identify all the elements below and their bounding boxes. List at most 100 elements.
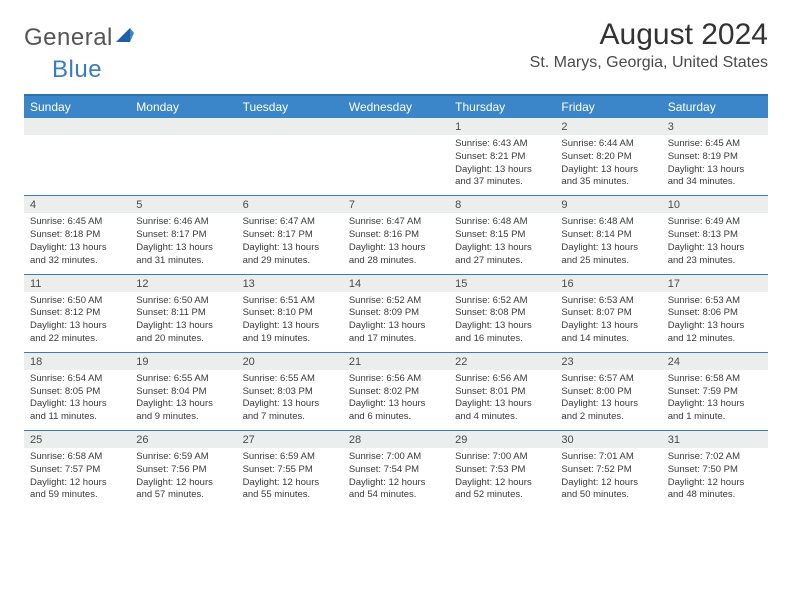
week-row: 45678910Sunrise: 6:45 AMSunset: 8:18 PMD… bbox=[24, 196, 768, 274]
day-line: and 32 minutes. bbox=[30, 255, 124, 268]
day-header-cell: Wednesday bbox=[343, 96, 449, 118]
day-line: and 59 minutes. bbox=[30, 489, 124, 502]
day-line: Daylight: 12 hours bbox=[349, 477, 443, 490]
day-line: and 9 minutes. bbox=[136, 411, 230, 424]
day-line: Daylight: 13 hours bbox=[668, 398, 762, 411]
day-line: Sunrise: 6:56 AM bbox=[455, 373, 549, 386]
day-body: Sunrise: 6:53 AMSunset: 8:06 PMDaylight:… bbox=[662, 292, 768, 352]
day-body: Sunrise: 7:00 AMSunset: 7:54 PMDaylight:… bbox=[343, 448, 449, 508]
day-line: and 37 minutes. bbox=[455, 176, 549, 189]
day-line: Sunset: 8:02 PM bbox=[349, 386, 443, 399]
day-body: Sunrise: 6:54 AMSunset: 8:05 PMDaylight:… bbox=[24, 370, 130, 430]
day-line: Sunrise: 6:59 AM bbox=[243, 451, 337, 464]
day-line: and 50 minutes. bbox=[561, 489, 655, 502]
day-number: 26 bbox=[130, 431, 236, 448]
day-line: Daylight: 12 hours bbox=[668, 477, 762, 490]
day-line: Daylight: 13 hours bbox=[561, 242, 655, 255]
week-row: 25262728293031Sunrise: 6:58 AMSunset: 7:… bbox=[24, 431, 768, 508]
day-line: Sunset: 8:14 PM bbox=[561, 229, 655, 242]
day-line: Daylight: 13 hours bbox=[243, 242, 337, 255]
day-line: Sunrise: 6:53 AM bbox=[561, 295, 655, 308]
day-line: Sunrise: 7:01 AM bbox=[561, 451, 655, 464]
day-body: Sunrise: 6:51 AMSunset: 8:10 PMDaylight:… bbox=[237, 292, 343, 352]
day-line: and 28 minutes. bbox=[349, 255, 443, 268]
day-header-cell: Monday bbox=[130, 96, 236, 118]
day-body: Sunrise: 7:00 AMSunset: 7:53 PMDaylight:… bbox=[449, 448, 555, 508]
day-body: Sunrise: 6:43 AMSunset: 8:21 PMDaylight:… bbox=[449, 135, 555, 195]
day-line: Sunset: 8:16 PM bbox=[349, 229, 443, 242]
day-line: Sunrise: 7:00 AM bbox=[455, 451, 549, 464]
day-line: Daylight: 13 hours bbox=[30, 398, 124, 411]
day-line: Sunrise: 6:55 AM bbox=[243, 373, 337, 386]
day-line: Sunrise: 6:48 AM bbox=[561, 216, 655, 229]
logo-flag-icon bbox=[115, 27, 135, 50]
day-number: 10 bbox=[662, 196, 768, 213]
day-body: Sunrise: 6:45 AMSunset: 8:18 PMDaylight:… bbox=[24, 213, 130, 273]
day-line: Sunset: 7:59 PM bbox=[668, 386, 762, 399]
day-body bbox=[24, 135, 130, 195]
day-body: Sunrise: 6:47 AMSunset: 8:16 PMDaylight:… bbox=[343, 213, 449, 273]
day-body: Sunrise: 6:55 AMSunset: 8:03 PMDaylight:… bbox=[237, 370, 343, 430]
day-line: Daylight: 13 hours bbox=[349, 320, 443, 333]
day-line: and 6 minutes. bbox=[349, 411, 443, 424]
day-line: Sunrise: 6:54 AM bbox=[30, 373, 124, 386]
day-body: Sunrise: 6:48 AMSunset: 8:15 PMDaylight:… bbox=[449, 213, 555, 273]
day-body: Sunrise: 6:56 AMSunset: 8:02 PMDaylight:… bbox=[343, 370, 449, 430]
week-row: 18192021222324Sunrise: 6:54 AMSunset: 8:… bbox=[24, 353, 768, 431]
day-number bbox=[24, 118, 130, 135]
day-line: and 31 minutes. bbox=[136, 255, 230, 268]
day-line: Daylight: 13 hours bbox=[668, 320, 762, 333]
week-row: 11121314151617Sunrise: 6:50 AMSunset: 8:… bbox=[24, 275, 768, 353]
day-body bbox=[343, 135, 449, 195]
day-body: Sunrise: 6:45 AMSunset: 8:19 PMDaylight:… bbox=[662, 135, 768, 195]
logo-text-2: Blue bbox=[52, 56, 102, 83]
day-number: 12 bbox=[130, 275, 236, 292]
day-line: Sunrise: 6:55 AM bbox=[136, 373, 230, 386]
day-header-cell: Friday bbox=[555, 96, 661, 118]
day-line: Sunset: 8:17 PM bbox=[136, 229, 230, 242]
day-line: Daylight: 13 hours bbox=[455, 164, 549, 177]
day-line: and 2 minutes. bbox=[561, 411, 655, 424]
day-number: 13 bbox=[237, 275, 343, 292]
day-line: and 16 minutes. bbox=[455, 333, 549, 346]
day-number: 8 bbox=[449, 196, 555, 213]
day-line: Sunset: 8:18 PM bbox=[30, 229, 124, 242]
day-line: Daylight: 13 hours bbox=[349, 398, 443, 411]
day-line: Sunset: 7:50 PM bbox=[668, 464, 762, 477]
day-line: Sunrise: 6:45 AM bbox=[30, 216, 124, 229]
day-body: Sunrise: 6:53 AMSunset: 8:07 PMDaylight:… bbox=[555, 292, 661, 352]
day-line: and 17 minutes. bbox=[349, 333, 443, 346]
day-line: Sunset: 7:57 PM bbox=[30, 464, 124, 477]
day-number: 21 bbox=[343, 353, 449, 370]
day-line: Sunset: 8:19 PM bbox=[668, 151, 762, 164]
day-line: Sunrise: 6:53 AM bbox=[668, 295, 762, 308]
day-line: and 11 minutes. bbox=[30, 411, 124, 424]
day-number: 20 bbox=[237, 353, 343, 370]
day-line: Sunrise: 6:52 AM bbox=[455, 295, 549, 308]
day-number bbox=[237, 118, 343, 135]
day-line: and 48 minutes. bbox=[668, 489, 762, 502]
day-number: 9 bbox=[555, 196, 661, 213]
day-line: Daylight: 13 hours bbox=[668, 242, 762, 255]
day-number: 23 bbox=[555, 353, 661, 370]
day-line: Sunset: 8:01 PM bbox=[455, 386, 549, 399]
day-line: and 52 minutes. bbox=[455, 489, 549, 502]
day-header-cell: Thursday bbox=[449, 96, 555, 118]
day-line: Daylight: 13 hours bbox=[30, 320, 124, 333]
day-line: Daylight: 13 hours bbox=[136, 242, 230, 255]
day-line: Sunrise: 7:00 AM bbox=[349, 451, 443, 464]
day-number: 24 bbox=[662, 353, 768, 370]
day-line: Daylight: 13 hours bbox=[30, 242, 124, 255]
logo: General bbox=[24, 18, 136, 52]
day-body: Sunrise: 6:50 AMSunset: 8:11 PMDaylight:… bbox=[130, 292, 236, 352]
location: St. Marys, Georgia, United States bbox=[530, 54, 768, 72]
day-body: Sunrise: 6:59 AMSunset: 7:56 PMDaylight:… bbox=[130, 448, 236, 508]
day-line: and 22 minutes. bbox=[30, 333, 124, 346]
day-line: Sunrise: 6:58 AM bbox=[668, 373, 762, 386]
day-body: Sunrise: 6:48 AMSunset: 8:14 PMDaylight:… bbox=[555, 213, 661, 273]
day-line: Sunset: 7:55 PM bbox=[243, 464, 337, 477]
day-line: and 1 minute. bbox=[668, 411, 762, 424]
day-line: Sunrise: 6:51 AM bbox=[243, 295, 337, 308]
day-body: Sunrise: 6:47 AMSunset: 8:17 PMDaylight:… bbox=[237, 213, 343, 273]
day-number: 5 bbox=[130, 196, 236, 213]
